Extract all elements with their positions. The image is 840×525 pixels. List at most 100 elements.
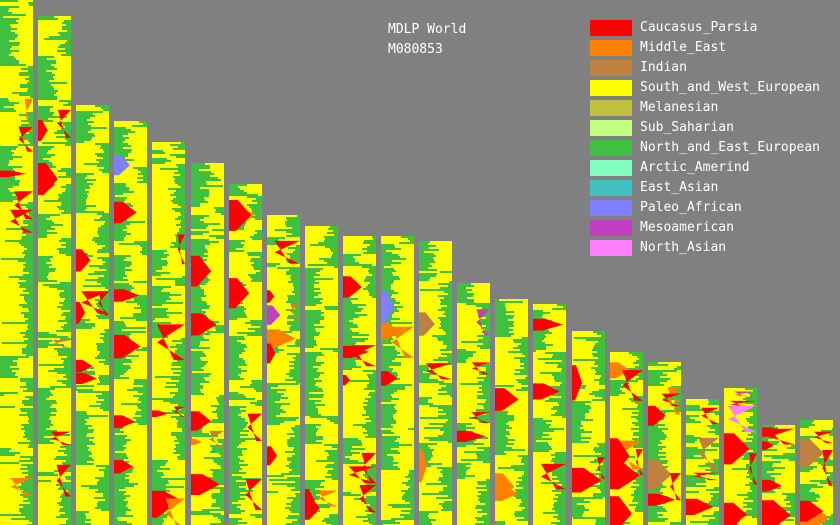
ancestry-segment <box>381 468 400 470</box>
ancestry-segment <box>38 136 56 138</box>
ancestry-segment <box>114 369 128 371</box>
ancestry-segment <box>114 283 129 285</box>
ancestry-segment <box>152 292 170 294</box>
ancestry-segment <box>457 495 477 497</box>
ancestry-segment <box>267 505 291 507</box>
ancestry-segment <box>152 386 165 388</box>
ancestry-segment <box>206 301 224 303</box>
ancestry-segment <box>98 501 109 503</box>
ancestry-segment <box>508 421 528 423</box>
ancestry-segment <box>334 266 338 268</box>
ancestry-segment <box>152 196 176 198</box>
ancestry-segment <box>119 489 147 491</box>
ancestry-segment <box>20 378 33 380</box>
ancestry-segment <box>247 252 262 254</box>
ancestry-segment <box>229 492 240 494</box>
ancestry-segment <box>76 207 87 209</box>
ancestry-segment <box>334 234 338 236</box>
ancestry-segment <box>23 270 33 272</box>
ancestry-segment <box>27 388 33 390</box>
ancestry-segment <box>76 281 97 283</box>
ancestry-segment <box>114 371 126 373</box>
ancestry-segment <box>343 294 369 296</box>
ancestry-segment <box>250 236 262 238</box>
ancestry-segment <box>328 452 338 454</box>
ancestry-segment <box>85 177 109 179</box>
ancestry-segment <box>97 165 109 167</box>
ancestry-segment <box>381 318 400 320</box>
ancestry-segment <box>244 310 262 312</box>
ancestry-segment <box>321 400 338 402</box>
ancestry-segment <box>152 364 171 366</box>
ancestry-segment <box>61 308 71 310</box>
ancestry-segment <box>381 492 405 494</box>
ancestry-segment <box>318 386 338 388</box>
ancestry-segment <box>76 421 87 423</box>
ancestry-segment <box>258 194 262 196</box>
ancestry-segment <box>76 495 103 497</box>
ancestry-segment <box>367 246 376 248</box>
ancestry-segment <box>76 345 97 347</box>
ancestry-segment <box>255 404 262 406</box>
ancestry-segment <box>64 20 71 22</box>
ancestry-segment <box>210 445 224 447</box>
ancestry-segment <box>457 421 479 423</box>
ancestry-segment <box>203 427 224 429</box>
ancestry-segment <box>343 398 365 400</box>
ancestry-segment <box>457 379 484 381</box>
ancestry-segment <box>114 383 133 385</box>
ancestry-segment <box>381 446 399 448</box>
ancestry-segment <box>180 454 185 456</box>
ancestry-segment <box>419 351 452 353</box>
ancestry-segment <box>483 363 490 365</box>
ancestry-segment <box>513 317 528 319</box>
ancestry-segment <box>76 451 91 453</box>
ancestry-segment <box>0 498 28 500</box>
ancestry-segment <box>299 417 300 419</box>
ancestry-segment <box>88 195 109 197</box>
ancestry-segment <box>180 174 185 176</box>
ancestry-segment <box>408 428 414 430</box>
ancestry-segment <box>25 516 33 518</box>
ancestry-segment <box>436 255 452 257</box>
ancestry-segment <box>457 373 479 375</box>
ancestry-segment <box>419 417 420 419</box>
ancestry-segment <box>38 380 57 382</box>
ancestry-segment <box>229 386 240 388</box>
ancestry-segment <box>447 391 452 393</box>
ancestry-segment <box>55 270 71 272</box>
ancestry-segment <box>419 241 430 243</box>
ancestry-segment <box>21 512 33 514</box>
ancestry-segment <box>217 463 224 465</box>
ancestry-segment <box>514 333 528 335</box>
ancestry-segment <box>76 317 98 319</box>
ancestry-segment <box>38 202 61 204</box>
ancestry-segment <box>128 133 147 135</box>
ancestry-segment <box>152 178 175 180</box>
ancestry-segment <box>207 249 224 251</box>
ancestry-segment <box>229 408 240 410</box>
ancestry-segment <box>0 266 25 268</box>
ancestry-segment <box>343 366 361 368</box>
ancestry-segment <box>171 242 185 244</box>
ancestry-segment <box>419 279 429 281</box>
ancestry-segment <box>272 483 300 485</box>
ancestry-segment <box>58 170 71 172</box>
ancestry-segment <box>252 278 262 280</box>
ancestry-segment <box>267 515 288 517</box>
ancestry-segment <box>437 467 452 469</box>
ancestry-segment <box>434 449 452 451</box>
ancestry-segment <box>478 491 490 493</box>
ancestry-segment <box>0 240 5 242</box>
ancestry-segment <box>191 443 222 445</box>
ancestry-patch <box>191 438 202 445</box>
ancestry-segment <box>101 225 109 227</box>
ancestry-segment <box>343 324 357 326</box>
ancestry-segment <box>0 380 20 382</box>
ancestry-segment <box>0 50 19 52</box>
ancestry-segment <box>478 365 490 367</box>
ancestry-segment <box>508 441 528 443</box>
ancestry-segment <box>76 239 92 241</box>
ancestry-segment <box>191 471 213 473</box>
ancestry-segment <box>253 490 262 492</box>
